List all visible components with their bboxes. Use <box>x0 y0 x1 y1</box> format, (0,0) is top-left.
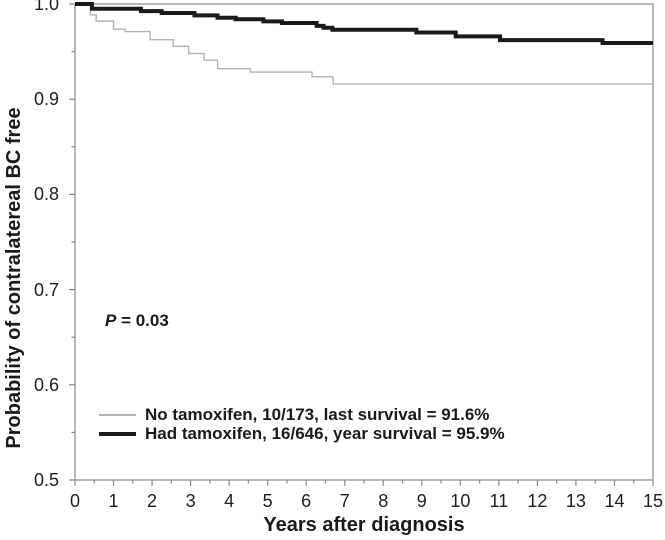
x-tick-label-14: 14 <box>604 491 625 511</box>
y-tick-label-0.7: 0.7 <box>33 279 59 300</box>
x-tick-label-4: 4 <box>224 491 235 511</box>
x-tick-label-0: 0 <box>69 491 80 511</box>
legend-row-had-tamoxifen: Had tamoxifen, 16/646, year survival = 9… <box>99 424 505 443</box>
legend-label-no-tamoxifen: No tamoxifen, 10/173, last survival = 91… <box>145 404 490 424</box>
y-axis-title: Probability of contralatereal BC free <box>3 107 25 449</box>
p-value-annotation: P = 0.03 <box>105 311 169 331</box>
curve-had_tamoxifen <box>75 2 653 46</box>
x-tick-label-7: 7 <box>339 491 350 511</box>
x-tick-label-11: 11 <box>489 491 509 511</box>
x-tick-label-9: 9 <box>416 491 427 511</box>
x-tick-label-1: 1 <box>108 491 119 511</box>
p-value-text: = 0.03 <box>116 311 169 330</box>
curve-no_tamoxifen <box>75 3 653 85</box>
x-tick-label-2: 2 <box>147 491 158 511</box>
y-tick-label-0.5: 0.5 <box>33 470 59 490</box>
x-tick-label-5: 5 <box>262 491 273 511</box>
y-tick-label-1.0: 1.0 <box>33 0 59 14</box>
x-tick-label-8: 8 <box>378 491 389 511</box>
x-tick-label-10: 10 <box>450 491 471 511</box>
y-tick-label-0.9: 0.9 <box>33 89 59 110</box>
x-tick-label-6: 6 <box>301 491 312 511</box>
legend-line-sample-had-tamoxifen <box>99 431 136 436</box>
x-tick-label-12: 12 <box>527 491 548 511</box>
legend: No tamoxifen, 10/173, last survival = 91… <box>99 405 505 443</box>
x-tick-label-3: 3 <box>185 491 196 511</box>
p-symbol: P <box>105 311 117 330</box>
legend-label-had-tamoxifen: Had tamoxifen, 16/646, year survival = 9… <box>145 423 505 443</box>
x-tick-label-15: 15 <box>642 491 664 511</box>
legend-row-no-tamoxifen: No tamoxifen, 10/173, last survival = 91… <box>99 405 505 424</box>
x-tick-label-13: 13 <box>565 491 586 511</box>
legend-line-sample-no-tamoxifen <box>99 413 136 416</box>
y-tick-label-0.8: 0.8 <box>33 184 59 205</box>
x-axis-title: Years after diagnosis <box>263 514 465 536</box>
y-tick-label-0.6: 0.6 <box>33 374 59 395</box>
